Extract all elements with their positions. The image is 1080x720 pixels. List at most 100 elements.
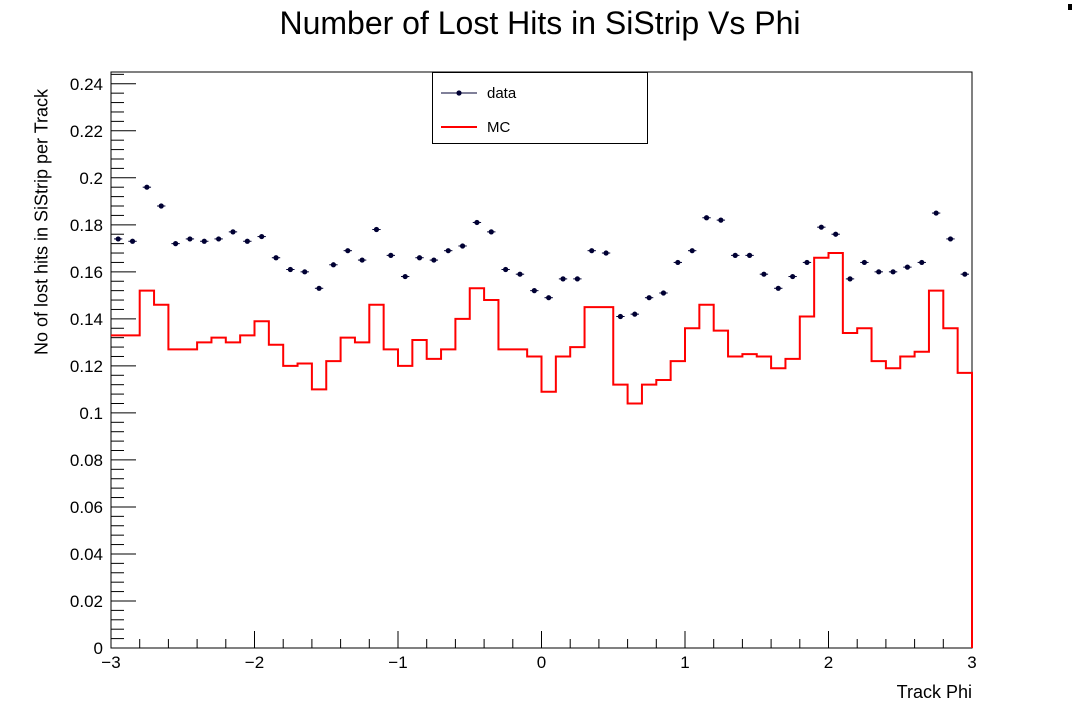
y-tick-label: 0.16 [70,263,103,282]
y-tick-label: 0.08 [70,451,103,470]
data-marker [876,269,882,275]
data-marker [818,224,824,230]
data-point [515,271,525,277]
data-point [386,252,395,258]
data-point [142,184,152,190]
data-point [214,236,223,242]
data-marker [861,259,867,266]
y-tick-label: 0.24 [70,75,103,94]
data-point [257,233,266,240]
data-point [444,248,453,254]
data-point [788,273,797,280]
data-point [960,271,969,277]
data-point [372,226,381,233]
data-marker [273,255,279,261]
data-point [314,285,324,291]
data-marker [603,250,609,256]
data-marker [689,248,695,254]
data-marker [416,255,423,261]
data-marker [804,259,810,266]
data-marker [216,236,222,242]
data-marker [431,257,437,263]
data-point [659,290,668,296]
data-marker [790,273,796,280]
legend: data MC [432,72,648,144]
data-marker [632,311,638,317]
data-point [903,264,912,270]
data-marker [330,262,337,268]
data-marker [761,271,767,277]
data-point [716,217,726,223]
data-marker [546,295,552,301]
data-point [759,271,769,277]
data-point [860,259,869,266]
x-tick-label: 2 [824,653,833,672]
data-marker [732,252,738,258]
data-marker [617,313,624,320]
data-marker [962,271,968,277]
data-marker [904,264,911,270]
x-tick-label: 1 [680,653,689,672]
x-tick-label: 3 [967,653,976,672]
data-point [228,229,238,235]
data-marker [316,285,322,291]
y-tick-label: 0.22 [70,122,103,141]
data-marker [359,257,365,263]
data-point [931,210,941,216]
y-tick-label: 0.02 [70,592,103,611]
data-point [745,252,754,258]
data-marker [459,243,466,249]
data-marker-icon [441,90,477,96]
data-point [530,288,539,294]
legend-label-mc: MC [487,119,511,136]
data-marker [287,266,293,273]
data-marker [129,238,136,244]
corner-mark [1068,4,1072,10]
data-point [185,236,195,242]
data-point [243,238,252,244]
data-point [774,285,783,291]
data-marker [775,285,781,291]
y-tick-label: 0.06 [70,498,103,517]
y-tick-label: 0.04 [70,545,103,564]
data-point [544,295,553,301]
data-point [731,252,740,258]
data-point [630,311,639,317]
data-marker [445,248,451,254]
data-marker [488,229,494,235]
data-point [644,295,654,301]
data-marker [703,215,710,221]
data-marker [503,266,509,273]
data-marker [660,290,667,296]
data-point [601,250,611,256]
data-point [573,276,582,282]
data-point [343,248,352,254]
mc-histogram-line [111,252,973,648]
data-point [616,313,625,320]
data-marker [230,229,236,235]
data-marker [158,203,164,209]
y-tick-label: 0.12 [70,357,103,376]
data-marker [115,236,121,242]
data-point [472,219,482,226]
data-marker [402,273,408,280]
data-marker [589,248,595,254]
data-marker [474,219,480,226]
y-tick-label: 0.18 [70,216,103,235]
data-marker [746,252,753,258]
mc-line-icon [441,126,477,128]
data-marker [244,238,250,244]
data-point [200,238,209,244]
data-marker [890,269,896,275]
data-point [673,259,682,266]
x-axis-label: Track Phi [896,682,972,702]
data-point [171,241,180,247]
legend-label-data: data [487,85,517,102]
data-marker [259,233,265,240]
data-marker [833,231,839,237]
data-marker [947,236,954,242]
data-point [300,269,309,275]
chart-title: Number of Lost Hits in SiStrip Vs Phi [279,5,801,41]
data-marker [388,252,394,258]
